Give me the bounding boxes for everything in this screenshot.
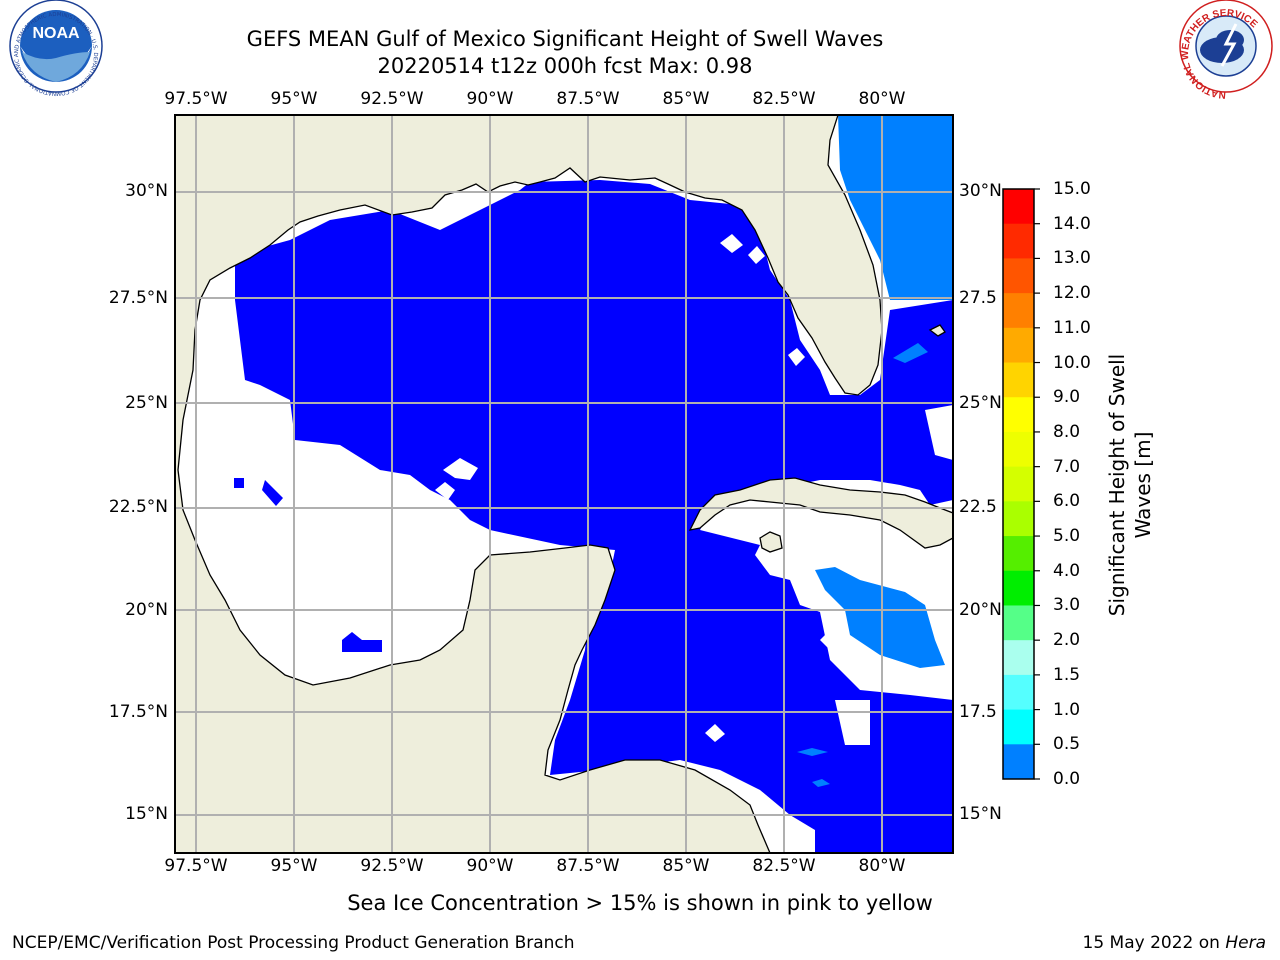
colorbar-tick-label: 0.0 (1053, 769, 1081, 789)
colorbar-segment (1003, 397, 1034, 433)
colorbar-segment (1003, 744, 1034, 780)
lat-label-left: 15°N (125, 804, 168, 824)
chart-subtitle: 20220514 t12z 000h fcst Max: 0.98 (377, 54, 753, 78)
map-area (175, 115, 953, 853)
lon-label-bottom: 92.5°W (360, 856, 424, 876)
colorbar-label-line1: Significant Height of Swell (1105, 353, 1129, 617)
colorbar-tick-label: 10.0 (1053, 352, 1091, 373)
lon-label-bottom: 80°W (858, 856, 906, 876)
lat-label-left: 27.5°N (108, 288, 168, 308)
lon-label-top: 87.5°W (556, 89, 620, 109)
colorbar-segment (1003, 570, 1034, 606)
lat-label-right: 22.5 (959, 497, 997, 517)
colorbar-segment (1003, 258, 1034, 294)
lat-label-left: 17.5°N (108, 702, 168, 722)
colorbar-tick-label: 2.0 (1053, 630, 1081, 651)
lon-label-top: 97.5°W (164, 89, 228, 109)
swell-isolated-cells (234, 478, 953, 825)
lat-label-right: 15°N (959, 804, 1002, 824)
colorbar-segment (1003, 674, 1034, 711)
date-prefix: 15 May 2022 on (1082, 933, 1226, 953)
isle-of-youth-land (759, 531, 783, 553)
sea-ice-note: Sea Ice Concentration > 15% is shown in … (347, 891, 933, 915)
lat-label-left: 20°N (125, 600, 168, 620)
cuba-land (688, 477, 953, 549)
colorbar-segment (1003, 640, 1034, 676)
lat-label-right: 30°N (959, 181, 1002, 201)
colorbar-segment (1003, 709, 1034, 745)
lon-label-top: 82.5°W (752, 89, 816, 109)
lat-label-right: 27.5 (959, 288, 997, 308)
lon-label-top: 85°W (662, 89, 710, 109)
lat-label-right: 25°N (959, 393, 1002, 413)
colorbar-tick-label: 6.0 (1053, 491, 1081, 512)
credit-text: NCEP/EMC/Verification Post Processing Pr… (12, 933, 575, 953)
colorbar-tick-label: 7.0 (1053, 456, 1081, 477)
colorbar-segment (1003, 189, 1034, 225)
colorbar-label: Significant Height of Swell Waves [m] (1104, 354, 1156, 616)
colorbar-tick-label: 0.5 (1053, 734, 1081, 755)
swell-nodata-patches (435, 234, 953, 745)
colorbar-segment (1003, 536, 1034, 572)
lon-label-top: 80°W (858, 89, 906, 109)
colorbar-tick-label: 14.0 (1053, 213, 1091, 234)
lat-label-right: 20°N (959, 600, 1002, 620)
north-america-land (175, 115, 883, 853)
colorbar-segment (1003, 362, 1034, 398)
colorbar (1003, 188, 1040, 780)
colorbar-segment (1003, 431, 1034, 468)
colorbar-segment (1003, 501, 1034, 537)
chart-title: GEFS MEAN Gulf of Mexico Significant Hei… (246, 27, 884, 51)
colorbar-tick-label: 12.0 (1053, 283, 1091, 304)
colorbar-tick-label: 9.0 (1053, 387, 1081, 408)
bahamas-land (928, 324, 946, 337)
colorbar-segment (1003, 327, 1034, 364)
colorbar-tick-label: 15.0 (1053, 179, 1091, 199)
lat-label-left: 22.5°N (108, 497, 168, 517)
colorbar-segment (1003, 293, 1034, 329)
colorbar-frame (1002, 188, 1035, 780)
land (175, 115, 953, 853)
noaa-logo-text: NOAA (32, 25, 80, 42)
lon-label-top: 90°W (466, 89, 514, 109)
lat-label-left: 30°N (125, 181, 168, 201)
colorbar-tick-label: 4.0 (1053, 560, 1081, 581)
lon-label-bottom: 82.5°W (752, 856, 816, 876)
lat-label-right: 17.5 (959, 702, 997, 722)
noaa-logo: NOAA NATIONAL OCEANIC AND ATMOSPHERIC AD… (0, 0, 103, 96)
graticule (175, 115, 953, 853)
date-text: 15 May 2022 on Hera (1083, 933, 1267, 953)
colorbar-tick-label: 11.0 (1053, 317, 1091, 338)
lon-label-bottom: 85°W (662, 856, 710, 876)
lon-label-bottom: 95°W (270, 856, 318, 876)
nws-logo: NATIONAL WEATHER SERVICE (1179, 0, 1273, 100)
lon-label-top: 92.5°W (360, 89, 424, 109)
colorbar-segment (1003, 466, 1034, 502)
lon-label-bottom: 87.5°W (556, 856, 620, 876)
lon-label-bottom: 90°W (466, 856, 514, 876)
colorbar-tick-label: 13.0 (1053, 248, 1091, 269)
colorbar-segment (1003, 223, 1034, 259)
map-frame (174, 114, 954, 854)
colorbar-tick-label: 8.0 (1053, 421, 1081, 442)
lon-label-bottom: 97.5°W (164, 856, 228, 876)
colorbar-segment (1003, 605, 1034, 641)
colorbar-label-line2: Waves [m] (1131, 431, 1155, 539)
swell-field-low (235, 180, 953, 853)
colorbar-tick-label: 5.0 (1053, 526, 1081, 547)
lat-label-left: 25°N (125, 393, 168, 413)
colorbar-tick-label: 3.0 (1053, 595, 1081, 616)
lon-label-top: 95°W (270, 89, 318, 109)
colorbar-tick-label: 1.0 (1053, 699, 1081, 720)
host-name: Hera (1225, 933, 1266, 953)
colorbar-tick-label: 1.5 (1053, 664, 1081, 685)
